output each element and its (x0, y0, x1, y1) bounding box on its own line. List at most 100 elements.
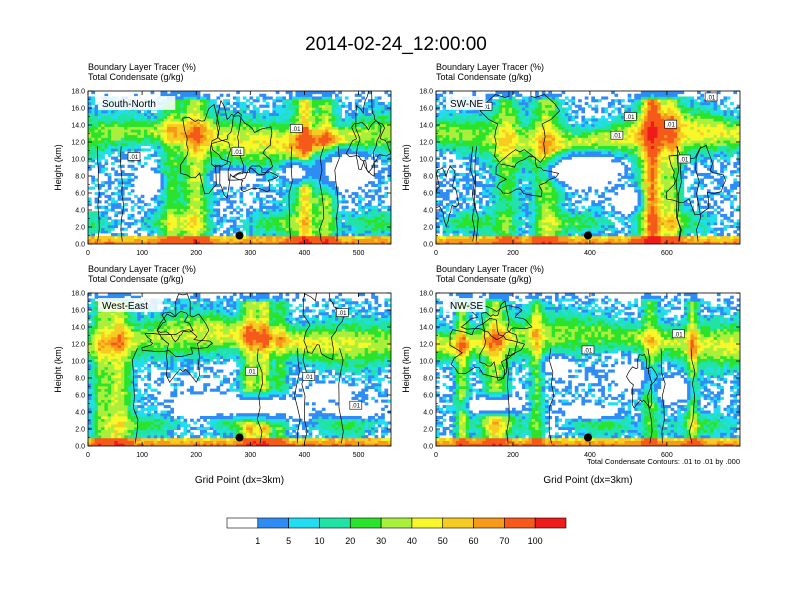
field-cell (101, 238, 105, 242)
field-cell (91, 235, 95, 239)
field-cell (203, 181, 207, 185)
field-cell (140, 227, 145, 231)
field-cell (137, 197, 142, 201)
field-cell (229, 189, 234, 193)
field-cell (203, 142, 207, 147)
field-cell (157, 194, 161, 198)
field-cell (331, 121, 336, 125)
field-cell (262, 219, 267, 223)
field-cell (88, 235, 92, 239)
field-cell (203, 134, 207, 138)
field-cell (213, 230, 217, 234)
field-cell (611, 235, 615, 239)
field-cell (186, 140, 191, 144)
field-cell (255, 241, 260, 244)
field-cell (338, 216, 342, 220)
field-cell (226, 93, 231, 97)
field-cell (91, 181, 95, 185)
field-cell (321, 205, 326, 209)
field-cell (374, 104, 379, 108)
field-cell (223, 131, 227, 136)
field-cell (328, 131, 333, 136)
field-cell (209, 134, 214, 138)
field-cell (252, 107, 257, 111)
field-cell (354, 194, 359, 198)
field-cell (288, 93, 293, 97)
field-cell (170, 164, 175, 168)
field-cell (387, 219, 391, 223)
field-cell (298, 197, 303, 201)
field-cell (150, 129, 155, 133)
field-cell (134, 134, 138, 138)
field-cell (305, 145, 310, 149)
field-cell (226, 140, 231, 144)
field-cell (318, 167, 323, 171)
field-cell (183, 164, 188, 168)
field-cell (173, 238, 178, 242)
field-cell (190, 172, 194, 177)
field-cell (331, 153, 336, 157)
field-cell (515, 219, 519, 223)
field-cell (341, 101, 346, 106)
field-cell (374, 110, 379, 114)
field-cell (206, 156, 211, 160)
field-cell (130, 115, 135, 119)
field-cell (160, 227, 165, 231)
field-cell (617, 241, 622, 244)
field-cell (140, 200, 145, 204)
field-cell (720, 233, 724, 237)
field-cell (216, 112, 221, 116)
field-cell (216, 164, 221, 168)
field-cell (335, 134, 339, 138)
field-cell (199, 99, 204, 103)
field-cell (601, 230, 605, 234)
field-cell (315, 110, 319, 114)
field-cell (288, 131, 293, 136)
field-cell (94, 227, 99, 231)
field-cell (190, 181, 194, 185)
field-cell (193, 110, 198, 114)
field-cell (492, 233, 496, 237)
field-cell (193, 121, 198, 125)
field-cell (219, 162, 224, 166)
field-cell (344, 238, 349, 242)
field-cell (469, 238, 473, 242)
field-cell (455, 241, 460, 244)
field-cell (117, 178, 122, 182)
field-cell (157, 227, 161, 231)
field-cell (193, 230, 198, 234)
field-cell (249, 233, 254, 237)
field-cell (445, 224, 450, 229)
field-cell (180, 183, 184, 188)
field-cell (344, 224, 349, 229)
field-cell (328, 151, 333, 155)
field-cell (302, 181, 306, 185)
field-cell (282, 216, 287, 220)
field-cell (298, 145, 303, 149)
field-cell (288, 121, 293, 125)
field-cell (97, 131, 102, 136)
field-cell (302, 145, 306, 149)
field-cell (199, 112, 204, 116)
field-cell (285, 137, 290, 141)
field-cell (97, 222, 102, 226)
field-cell (541, 233, 546, 237)
field-cell (193, 178, 198, 182)
field-cell (650, 222, 655, 226)
field-cell (275, 121, 280, 125)
field-cell (107, 224, 112, 229)
field-cell (377, 211, 382, 215)
field-cell (127, 145, 132, 149)
field-cell (295, 96, 300, 100)
field-cell (305, 151, 310, 155)
field-cell (206, 235, 211, 239)
field-cell (111, 118, 115, 122)
field-cell (153, 205, 158, 209)
field-cell (285, 205, 290, 209)
field-cell (325, 213, 329, 218)
field-cell (150, 213, 155, 218)
field-cell (302, 99, 306, 103)
field-cell (180, 241, 184, 244)
field-cell (246, 112, 250, 116)
field-cell (180, 104, 184, 108)
